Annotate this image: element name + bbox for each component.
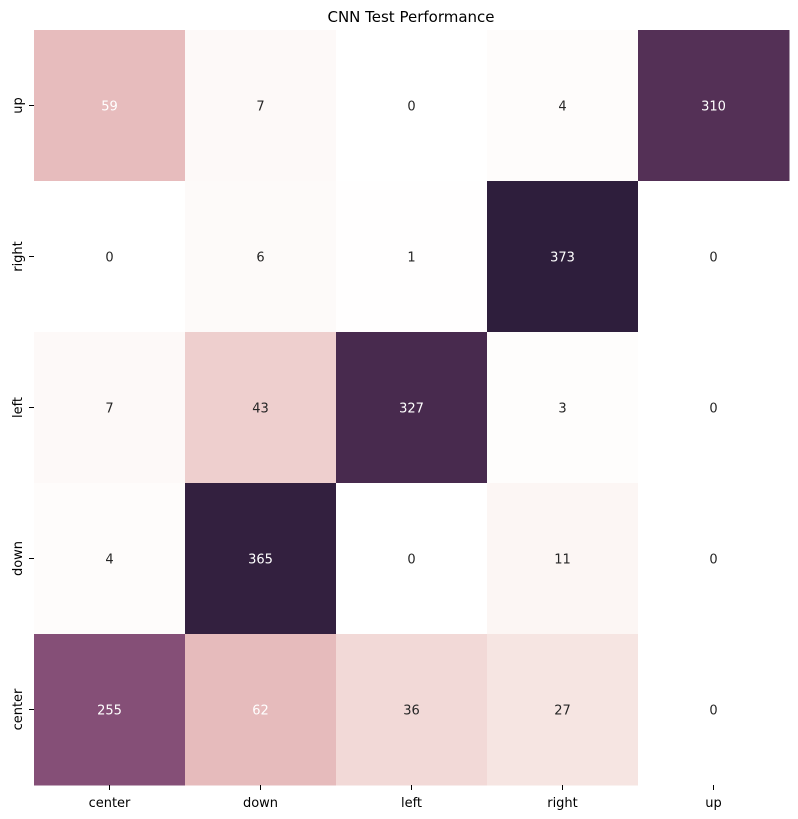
cell-value-label: 62 <box>252 704 269 719</box>
cell-value-label: 365 <box>248 553 273 568</box>
cell-value-label: 36 <box>403 704 420 719</box>
heatmap-cell-left-up <box>638 332 790 484</box>
heatmap-cell-center-center <box>34 634 186 786</box>
heatmap-cell-right-right <box>487 181 639 333</box>
y-axis: up right left down center <box>11 97 34 730</box>
heatmap-cell-center-left <box>336 634 488 786</box>
cell-value-label: 0 <box>709 553 717 568</box>
cell-value-label: 327 <box>399 402 424 417</box>
heatmap-cell-left-center <box>34 332 186 484</box>
cell-value-label: 43 <box>252 402 269 417</box>
cell-value-label: 6 <box>256 251 264 266</box>
heatmap-cell-left-right <box>487 332 639 484</box>
heatmap-cell-up-up <box>638 30 790 182</box>
cell-value-label: 4 <box>105 553 113 568</box>
chart-title: CNN Test Performance <box>327 8 494 26</box>
x-tick-label: up <box>705 796 722 811</box>
cell-value-label: 310 <box>701 100 726 115</box>
y-tick-label: right <box>11 241 26 272</box>
cell-value-label: 11 <box>554 553 571 568</box>
heatmap-cell-right-up <box>638 181 790 333</box>
y-tick-label: down <box>11 541 26 576</box>
heatmap-cell-up-left <box>336 30 488 182</box>
heatmap-cell-up-center <box>34 30 186 182</box>
cell-value-label: 0 <box>105 251 113 266</box>
cell-value-label: 0 <box>709 251 717 266</box>
heatmap-cells <box>34 30 790 786</box>
heatmap-cell-center-up <box>638 634 790 786</box>
heatmap-cell-down-down <box>185 483 337 635</box>
cell-value-label: 373 <box>550 251 575 266</box>
x-tick-label: left <box>401 796 422 811</box>
cell-value-label: 7 <box>256 100 264 115</box>
cell-value-label: 4 <box>558 100 566 115</box>
y-tick-label: center <box>11 688 26 730</box>
heatmap-cell-down-left <box>336 483 488 635</box>
heatmap-cell-down-center <box>34 483 186 635</box>
heatmap-cell-up-right <box>487 30 639 182</box>
cell-value-label: 0 <box>407 553 415 568</box>
heatmap-cell-right-center <box>34 181 186 333</box>
heatmap-cell-right-left <box>336 181 488 333</box>
heatmap-cell-down-up <box>638 483 790 635</box>
cell-value-label: 1 <box>407 251 415 266</box>
heatmap-cell-center-down <box>185 634 337 786</box>
y-tick-label: left <box>11 397 26 418</box>
x-tick-label: down <box>243 796 278 811</box>
heatmap-cell-center-right <box>487 634 639 786</box>
heatmap-cell-left-down <box>185 332 337 484</box>
heatmap-cell-labels: 59 7 0 4 310 0 6 1 373 0 7 43 327 3 0 4 365 0 11 0 255 62 36 27… <box>97 100 726 719</box>
x-tick-label: center <box>89 796 131 811</box>
cell-value-label: 59 <box>101 100 118 115</box>
heatmap-cell-down-right <box>487 483 639 635</box>
cell-value-label: 0 <box>709 402 717 417</box>
cell-value-label: 255 <box>97 704 122 719</box>
cell-value-label: 0 <box>407 100 415 115</box>
x-tick-label: right <box>547 796 578 811</box>
heatmap-cell-left-left <box>336 332 488 484</box>
y-tick-label: up <box>11 97 26 114</box>
heatmap-cell-right-down <box>185 181 337 333</box>
x-axis: center down left right up <box>89 785 722 811</box>
cell-value-label: 3 <box>558 402 566 417</box>
cell-value-label: 27 <box>554 704 571 719</box>
cell-value-label: 0 <box>709 704 717 719</box>
heatmap-cell-up-down <box>185 30 337 182</box>
cell-value-label: 7 <box>105 402 113 417</box>
